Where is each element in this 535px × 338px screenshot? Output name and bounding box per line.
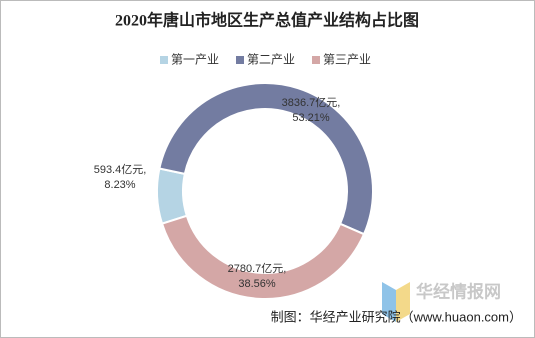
data-label: 2780.7亿元, bbox=[228, 262, 287, 275]
watermark-logo bbox=[382, 282, 410, 322]
legend-swatch bbox=[236, 56, 244, 64]
donut-segment bbox=[158, 82, 374, 236]
watermark: 华经情报网 bbox=[416, 281, 501, 301]
donut-segment bbox=[160, 214, 366, 300]
data-label: 38.56% bbox=[238, 278, 276, 290]
legend-label: 第三产业 bbox=[323, 53, 371, 67]
data-label: 593.4亿元, bbox=[94, 163, 147, 176]
donut-segment bbox=[156, 167, 189, 225]
source: 制图：华经产业研究院（www.huaon.com） bbox=[271, 309, 522, 324]
legend-label: 第二产业 bbox=[247, 53, 295, 67]
data-label: 3836.7亿元, bbox=[282, 96, 341, 109]
data-label: 53.21% bbox=[292, 112, 330, 124]
legend-swatch bbox=[312, 56, 320, 64]
legend-label: 第一产业 bbox=[171, 53, 219, 67]
legend-swatch bbox=[160, 56, 168, 64]
data-label: 8.23% bbox=[104, 179, 135, 191]
chart-title: 2020年唐山市地区生产总值产业结构占比图 bbox=[115, 11, 419, 30]
